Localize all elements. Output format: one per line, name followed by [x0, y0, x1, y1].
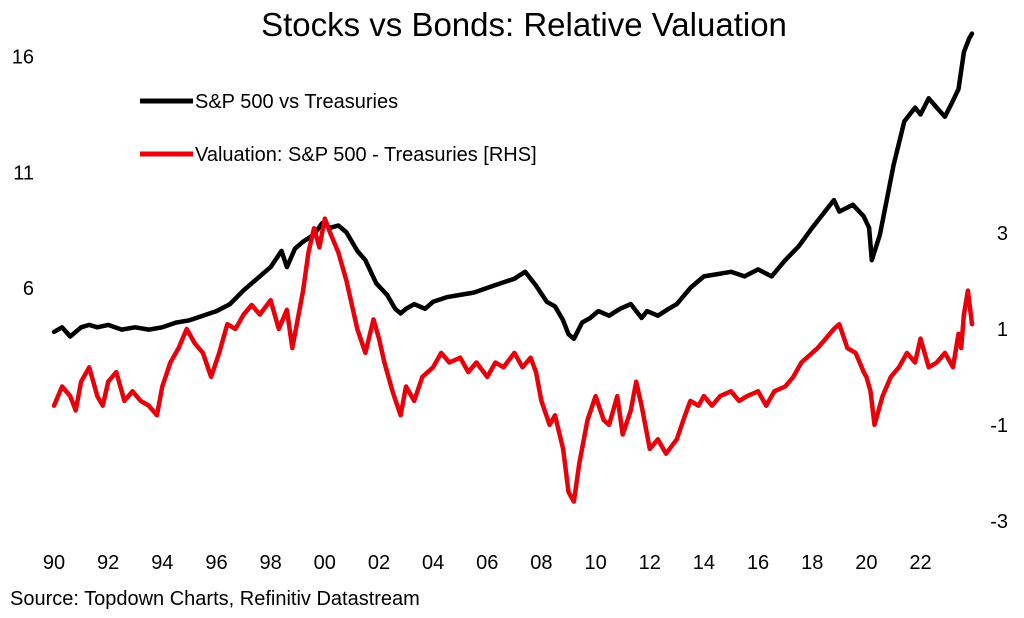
y-right-tick-label: 3	[997, 223, 1008, 245]
y-right-tick-label: -3	[990, 511, 1008, 533]
y-left-tick-label: 11	[13, 162, 34, 184]
legend: S&P 500 vs Treasuries Valuation: S&P 500…	[140, 91, 537, 166]
x-tick-label: 96	[205, 552, 227, 574]
source-note: Source: Topdown Charts, Refinitiv Datast…	[10, 588, 420, 610]
x-tick-label: 94	[151, 552, 173, 574]
x-tick-label: 06	[476, 552, 498, 574]
x-tick-label: 98	[260, 552, 282, 574]
legend-label-sp500-vs-treasuries-main: S&P 500 vs Treasurie	[195, 91, 388, 113]
series-line-sp500-vs-treasuries	[51, 31, 975, 342]
legend-label-sp500-vs-treasuries-suffix: s	[388, 91, 398, 113]
y-axis-left: 6 11 16	[12, 47, 34, 300]
x-tick-label: 08	[530, 552, 552, 574]
x-tick-label: 00	[314, 552, 336, 574]
chart-title: Stocks vs Bonds: Relative Valuation	[261, 6, 787, 43]
y-axis-right: 3 1 -1 -3	[990, 223, 1008, 533]
series-line-valuation	[51, 216, 975, 504]
x-tick-label: 14	[693, 552, 715, 574]
x-tick-label: 92	[97, 552, 119, 574]
x-tick-label: 12	[639, 552, 661, 574]
x-axis: 90 92 94 96 98 00 02 04 06 08 10 12 14 16 18 20 22	[43, 552, 932, 574]
x-tick-label: 90	[43, 552, 65, 574]
x-tick-label: 16	[747, 552, 769, 574]
x-tick-label: 18	[801, 552, 823, 574]
x-tick-label: 04	[422, 552, 444, 574]
y-right-tick-label: -1	[990, 415, 1008, 437]
y-right-tick-label: 1	[997, 319, 1008, 341]
x-tick-label: 20	[855, 552, 877, 574]
x-tick-label: 10	[584, 552, 606, 574]
x-tick-label: 02	[368, 552, 390, 574]
y-left-tick-label: 6	[23, 278, 34, 300]
series-layer	[51, 31, 975, 504]
y-left-tick-label: 16	[12, 47, 34, 69]
x-tick-label: 22	[909, 552, 931, 574]
legend-label-sp500-vs-treasuries: S&P 500 vs Treasuries	[195, 91, 398, 113]
legend-label-valuation: Valuation: S&P 500 - Treasuries [RHS]	[195, 144, 537, 166]
